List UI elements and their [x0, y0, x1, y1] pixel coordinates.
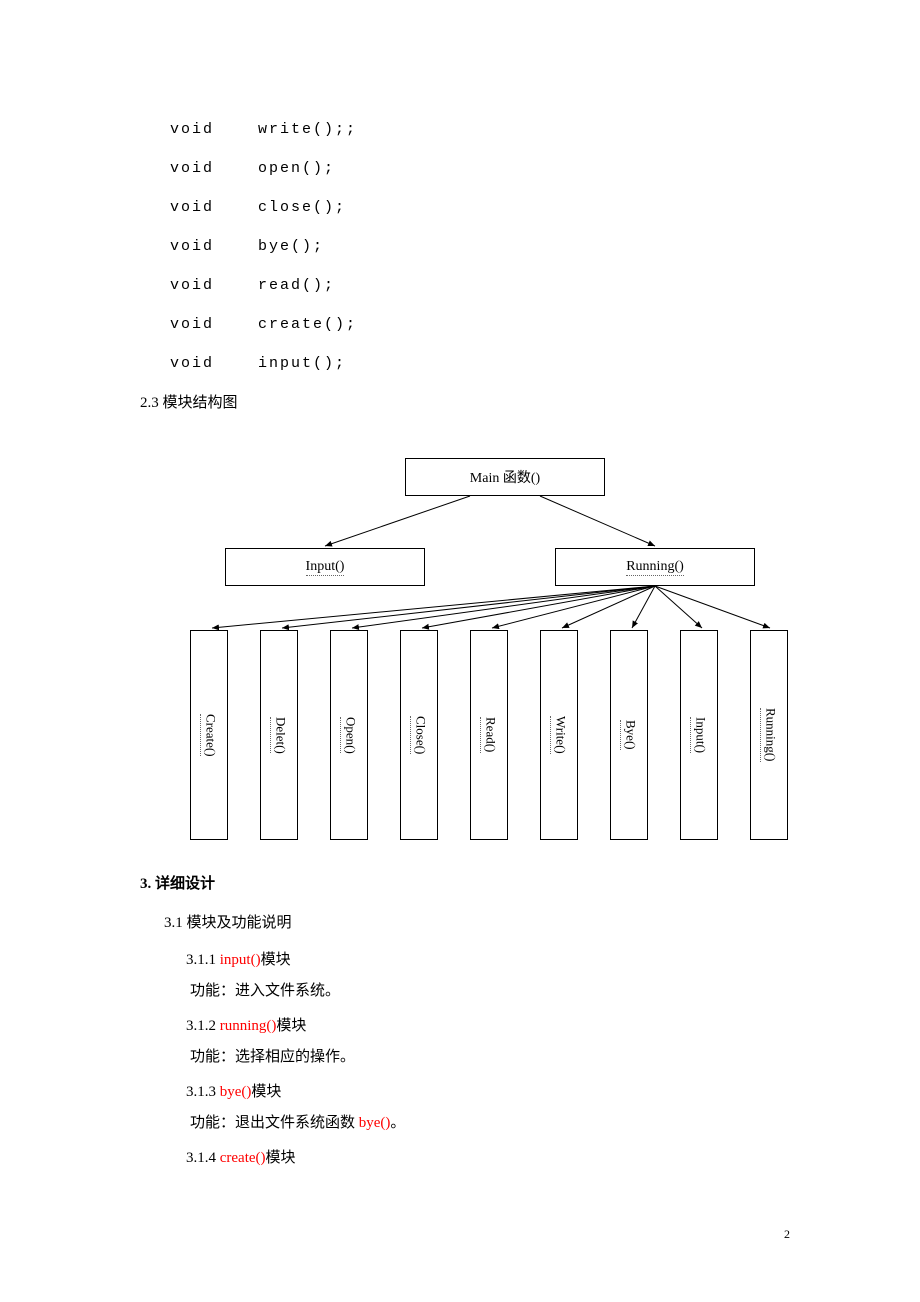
diagram-root-label: Main 函数() [470, 467, 540, 487]
diagram-leaf-box: Running() [750, 630, 788, 840]
module-structure-diagram: Main 函数() Input() Running() Create() Dele… [180, 440, 800, 840]
diagram-leaf-label: Open() [340, 717, 359, 754]
module-item-function: 功能：选择相应的操作。 [190, 1045, 790, 1066]
diagram-mid-right-box: Running() [555, 548, 755, 586]
module-item-heading: 3.1.2 running()模块 [186, 1014, 790, 1035]
diagram-mid-right-label: Running() [626, 559, 684, 576]
code-line: void bye(); [170, 227, 790, 266]
code-line: void input(); [170, 344, 790, 383]
module-item-heading: 3.1.1 input()模块 [186, 948, 790, 969]
diagram-leaf-label: Close() [410, 716, 429, 754]
diagram-leaf-box: Close() [400, 630, 438, 840]
code-line: void read(); [170, 266, 790, 305]
diagram-leaf-box: Bye() [610, 630, 648, 840]
page-number: 2 [784, 1227, 790, 1242]
module-item-function: 功能：进入文件系统。 [190, 979, 790, 1000]
code-line: void close(); [170, 188, 790, 227]
section-3-heading: 3. 详细设计 [140, 872, 790, 893]
code-line: void create(); [170, 305, 790, 344]
diagram-root-box: Main 函数() [405, 458, 605, 496]
diagram-leaf-label: Bye() [620, 720, 639, 750]
diagram-leaf-label: Write() [550, 716, 569, 754]
diagram-leaf-label: Delet() [270, 717, 289, 754]
diagram-leaf-box: Input() [680, 630, 718, 840]
code-line: void write();; [170, 110, 790, 149]
diagram-leaf-label: Read() [480, 717, 499, 752]
diagram-leaf-label: Create() [200, 714, 219, 757]
diagram-leaf-box: Create() [190, 630, 228, 840]
module-item-heading: 3.1.3 bye()模块 [186, 1080, 790, 1101]
diagram-leaf-box: Open() [330, 630, 368, 840]
diagram-mid-left-box: Input() [225, 548, 425, 586]
module-item-function: 功能：退出文件系统函数 bye()。 [190, 1111, 790, 1132]
diagram-leaf-box: Delet() [260, 630, 298, 840]
diagram-leaf-label: Input() [690, 717, 709, 753]
code-line: void open(); [170, 149, 790, 188]
section-31-heading: 3.1 模块及功能说明 [164, 911, 790, 932]
diagram-leaf-label: Running() [760, 708, 779, 761]
code-block: void write();; void open(); void close()… [150, 110, 790, 383]
diagram-leaf-box: Read() [470, 630, 508, 840]
diagram-mid-left-label: Input() [306, 559, 345, 576]
diagram-leaf-box: Write() [540, 630, 578, 840]
section-23-title: 2.3 模块结构图 [140, 391, 790, 412]
module-item-heading: 3.1.4 create()模块 [186, 1146, 790, 1167]
